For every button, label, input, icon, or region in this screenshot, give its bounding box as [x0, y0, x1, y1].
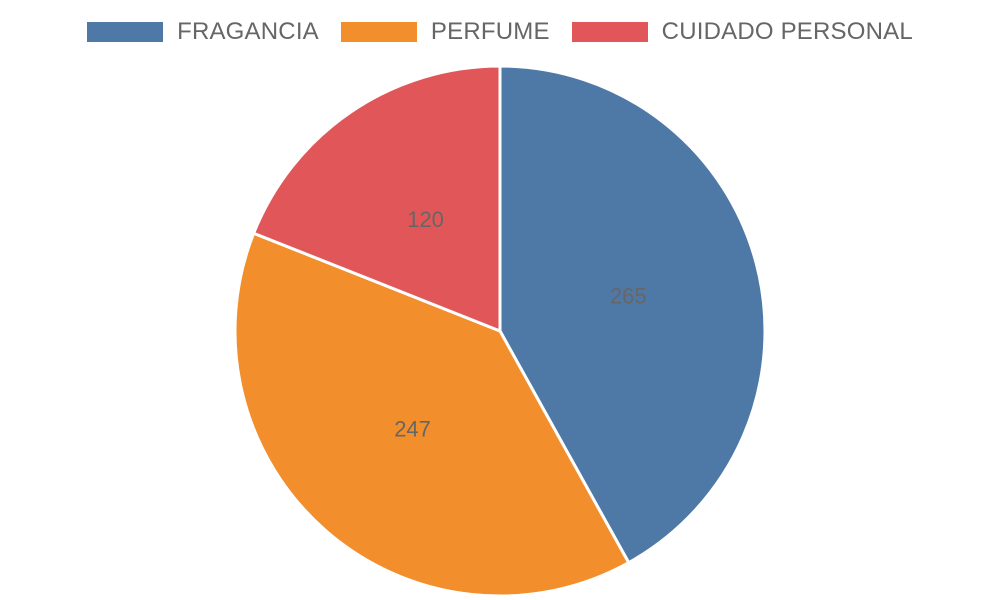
legend-item-cuidado-personal[interactable]: CUIDADO PERSONAL [571, 18, 913, 46]
pie-slice-cuidado-personal[interactable] [252, 64, 502, 333]
legend-item-fragancia[interactable]: FRAGANCIA [87, 18, 319, 46]
pie-data-labels: 265 247 120 [394, 207, 646, 441]
legend-label-fragancia: FRAGANCIA [177, 18, 319, 45]
data-label-fragancia: 265 [610, 284, 647, 309]
pie-slice-perfume[interactable] [233, 231, 631, 598]
legend-swatch-perfume [340, 22, 417, 42]
chart-legend: FRAGANCIA PERFUME CUIDADO PERSONAL [0, 14, 1000, 50]
data-label-cuidado-personal: 120 [407, 207, 444, 232]
legend-item-perfume[interactable]: PERFUME [340, 18, 550, 46]
legend-label-perfume: PERFUME [430, 18, 550, 45]
legend-label-cuidado-personal: CUIDADO PERSONAL [661, 18, 913, 45]
pie-slices [233, 64, 767, 598]
data-label-perfume: 247 [394, 416, 431, 441]
pie-slice-fragancia[interactable] [498, 64, 767, 565]
legend-swatch-fragancia [87, 22, 164, 42]
legend-swatch-cuidado-personal [571, 22, 648, 42]
